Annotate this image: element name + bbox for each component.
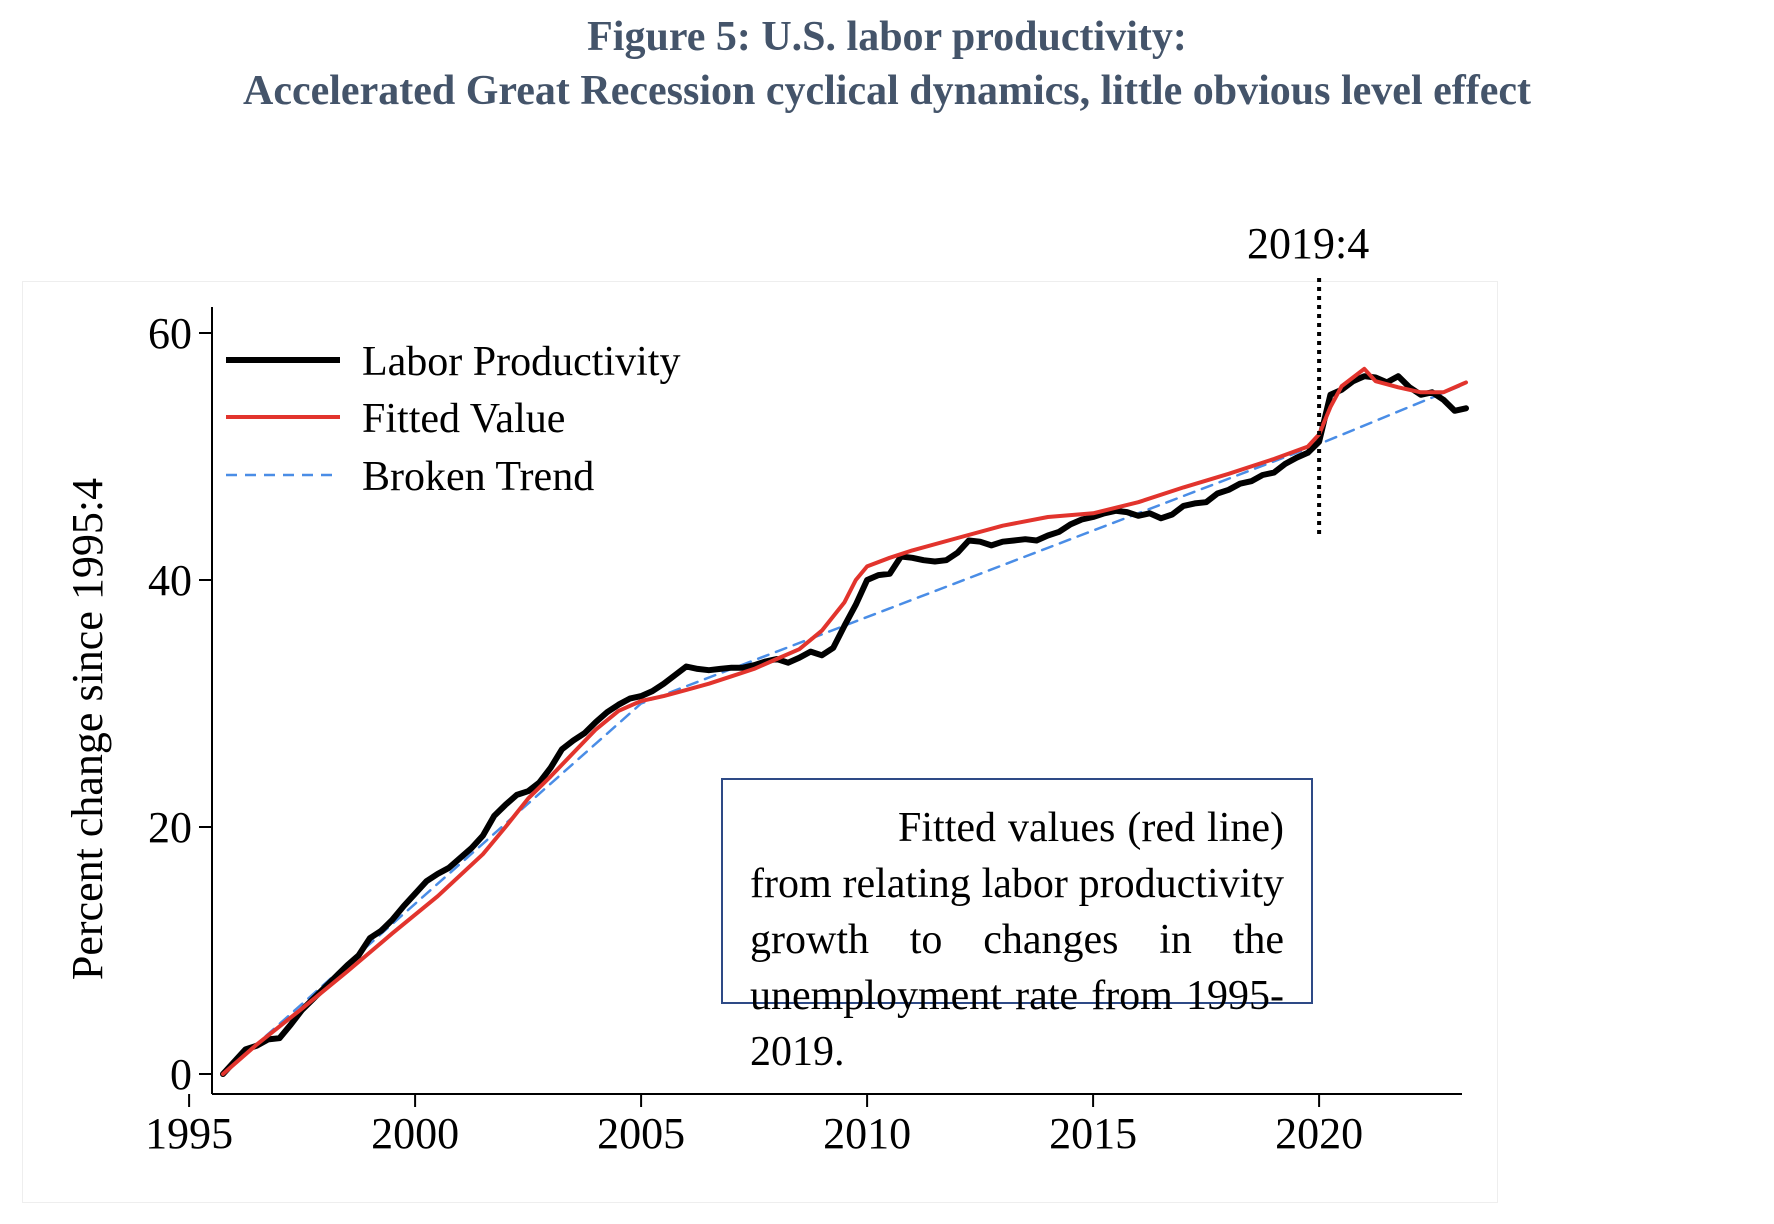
x-tick-label: 2010	[823, 1109, 911, 1158]
plot-frame	[22, 281, 1498, 1203]
figure-title-line-1: Figure 5: U.S. labor productivity:	[587, 14, 1187, 60]
y-tick-label: 20	[148, 803, 192, 852]
series-broken-trend	[221, 382, 1468, 1076]
legend-label-labor-productivity: Labor Productivity	[362, 339, 680, 385]
y-axis-title: Percent change since 1995:4	[63, 478, 112, 980]
annotation-text: Fitted values (red line) from relating l…	[750, 805, 1284, 1075]
series-fitted-value	[221, 366, 1468, 1076]
annotation-box: Fitted values (red line) from relating l…	[721, 778, 1313, 1075]
legend-label-fitted-value: Fitted Value	[362, 396, 565, 442]
x-tick-label: 1995	[145, 1109, 233, 1158]
figure-title-line-2: Accelerated Great Recession cyclical dyn…	[243, 68, 1531, 114]
x-tick-label: 2005	[597, 1109, 685, 1158]
legend-label-broken-trend: Broken Trend	[362, 454, 594, 500]
series-labor-productivity	[220, 373, 1469, 1077]
x-tick-label: 2020	[1275, 1109, 1363, 1158]
y-tick-label: 40	[148, 556, 192, 605]
y-tick-label: 60	[148, 309, 192, 358]
vertical-marker-label: 2019:4	[1247, 219, 1369, 268]
figure-title: Figure 5: U.S. labor productivity: Accel…	[0, 10, 1774, 118]
x-tick-label: 2015	[1049, 1109, 1137, 1158]
y-tick-label: 0	[170, 1050, 192, 1099]
x-tick-label: 2000	[371, 1109, 459, 1158]
